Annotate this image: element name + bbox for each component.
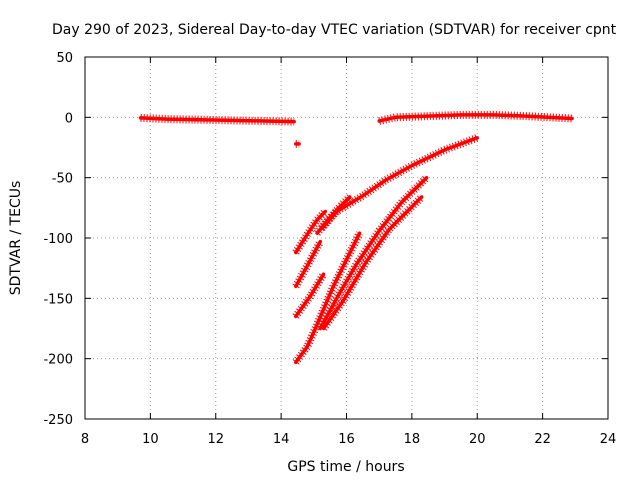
series-markers-arc-3 bbox=[314, 194, 353, 236]
series-markers-arc-2 bbox=[318, 134, 479, 231]
series-markers-arc-1 bbox=[292, 208, 329, 255]
x-tick-label: 14 bbox=[273, 432, 290, 447]
y-axis-title: SDTVAR / TECUs bbox=[8, 181, 24, 296]
x-tick-label: 12 bbox=[207, 432, 224, 447]
series-markers-arc-7 bbox=[316, 174, 430, 331]
series-markers-arc-6 bbox=[292, 231, 364, 365]
x-tick-label: 16 bbox=[338, 432, 355, 447]
series-markers-arc-5 bbox=[292, 272, 328, 319]
x-tick-label: 24 bbox=[600, 432, 617, 447]
x-tick-label: 20 bbox=[469, 432, 486, 447]
x-tick-label: 10 bbox=[142, 432, 159, 447]
series-markers-arc-8 bbox=[320, 194, 425, 331]
series-markers-arc-morning bbox=[140, 113, 295, 126]
y-tick-label: -50 bbox=[52, 172, 73, 187]
y-tick-label: -150 bbox=[43, 292, 73, 307]
x-tick-label: 22 bbox=[534, 432, 551, 447]
series-arc-morning bbox=[138, 116, 296, 124]
x-tick-label: 18 bbox=[404, 432, 421, 447]
x-tick-label: 8 bbox=[81, 432, 89, 447]
y-tick-label: -200 bbox=[43, 353, 73, 368]
y-tick-label: -250 bbox=[43, 413, 73, 428]
series-arc-2 bbox=[320, 136, 480, 231]
chart-title: Day 290 of 2023, Sidereal Day-to-day VTE… bbox=[52, 22, 617, 38]
y-tick-label: 50 bbox=[56, 51, 73, 66]
data-series bbox=[138, 110, 574, 365]
series-markers-arc-evening bbox=[378, 110, 573, 125]
y-tick-label: -100 bbox=[43, 232, 73, 247]
series-arc-4 bbox=[294, 239, 323, 289]
grid-lines bbox=[85, 57, 608, 419]
axis-ticks: 8 10 12 14 16 18 20 22 24 50 0 -50 -100 -150 -200 -250 bbox=[43, 51, 616, 447]
x-axis-title: GPS time / hours bbox=[287, 459, 404, 475]
y-tick-label: 0 bbox=[65, 111, 73, 126]
